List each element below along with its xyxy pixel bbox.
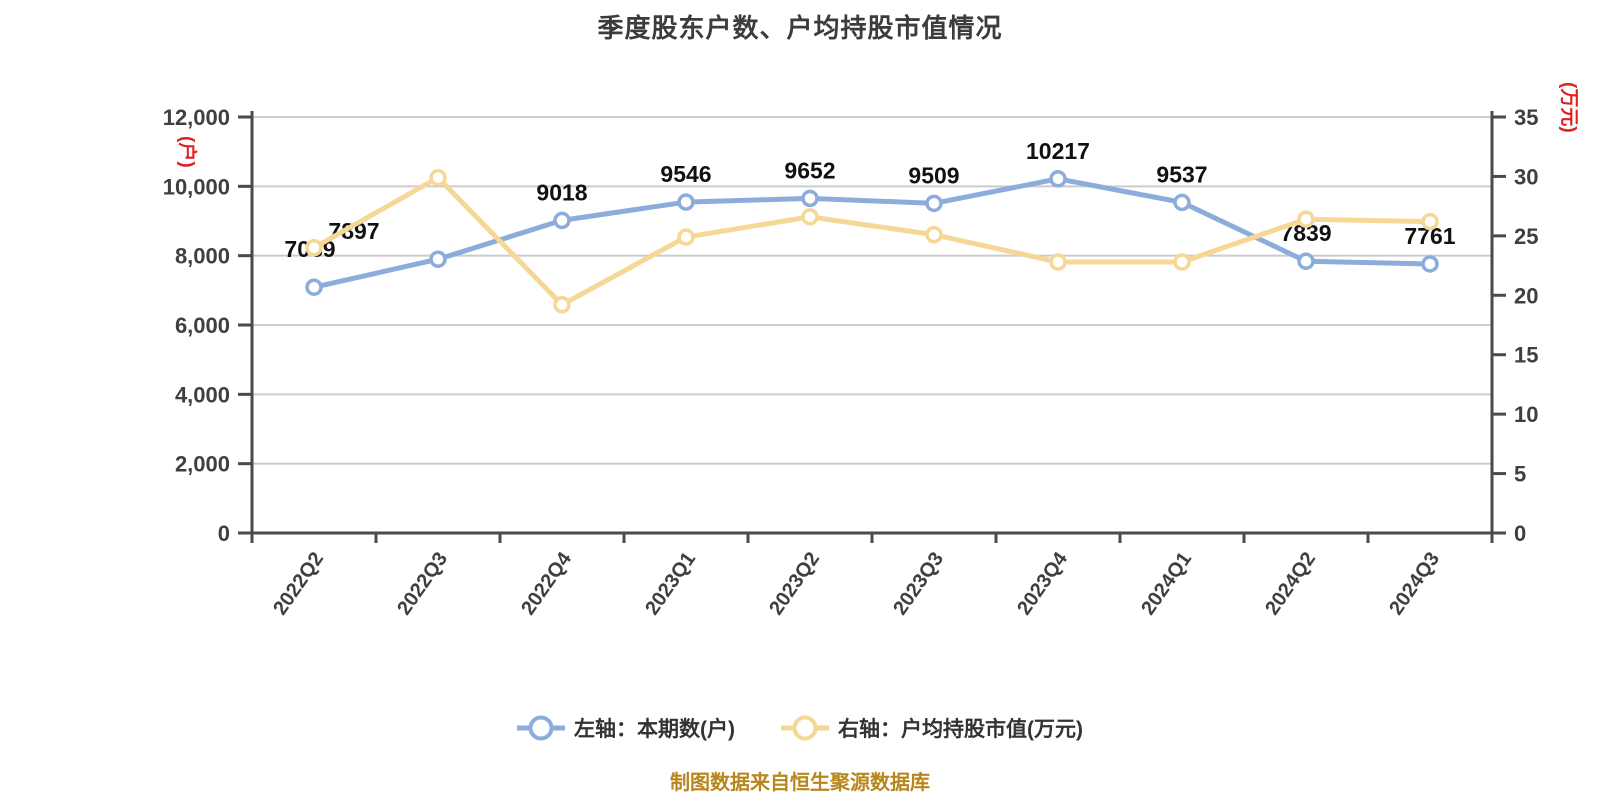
legend-item-avg-value[interactable]: 右轴：户均持股市值(万元) <box>781 712 1083 744</box>
left-axis-tick-label: 2,000 <box>175 452 230 477</box>
holders-point-label: 9537 <box>1156 161 1207 187</box>
avg-value-point-marker[interactable] <box>553 296 571 314</box>
right-axis-tick-label: 5 <box>1514 462 1526 487</box>
x-axis-category-label: 2023Q3 <box>889 548 948 619</box>
avg-value-point-marker[interactable] <box>677 228 695 246</box>
x-axis-category-label: 2023Q2 <box>765 548 824 619</box>
right-axis-tick-label: 35 <box>1514 105 1538 130</box>
avg-value-point-marker[interactable] <box>1173 253 1191 271</box>
avg-value-line <box>311 175 1433 308</box>
holders-point-label: 7897 <box>328 218 379 244</box>
x-axis-category-label: 2022Q3 <box>393 548 452 619</box>
avg-value-point-marker[interactable] <box>305 238 323 257</box>
holders-point-marker[interactable] <box>305 278 323 296</box>
avg-value-point-marker[interactable] <box>801 208 819 226</box>
legend-marker-icon <box>517 715 565 741</box>
right-axis-tick-label: 0 <box>1514 521 1526 546</box>
legend-marker-icon <box>781 715 829 741</box>
x-axis-category-label: 2022Q2 <box>269 548 328 619</box>
right-axis-unit-label: (万元) <box>1558 82 1579 133</box>
holders-point-label: 10217 <box>1026 138 1090 164</box>
x-axis-category-label: 2022Q4 <box>517 548 576 620</box>
holders-point-label: 9509 <box>908 162 959 188</box>
legend-item-holders[interactable]: 左轴：本期数(户) <box>517 712 735 744</box>
left-axis-tick-label: 10,000 <box>163 174 230 199</box>
x-axis-category-label: 2024Q2 <box>1261 548 1320 619</box>
avg-value-point-marker[interactable] <box>1421 212 1439 231</box>
right-axis-tick-label: 30 <box>1514 164 1538 189</box>
legend-label: 右轴：户均持股市值(万元) <box>838 718 1083 741</box>
holders-point-marker[interactable] <box>1421 255 1439 273</box>
left-axis-tick-label: 8,000 <box>175 244 230 269</box>
chart-title: 季度股东户数、户均持股市值情况 <box>597 13 1003 43</box>
holders-point-marker[interactable] <box>429 250 447 268</box>
holders-point-marker[interactable] <box>553 211 571 230</box>
avg-value-point-marker[interactable] <box>429 168 447 187</box>
left-axis-tick-label: 12,000 <box>163 105 230 130</box>
right-axis-tick-label: 20 <box>1514 283 1538 308</box>
left-axis-unit-label: (户) <box>176 136 199 168</box>
holders-point-marker[interactable] <box>1049 170 1067 188</box>
left-axis-tick-label: 6,000 <box>175 313 230 338</box>
holders-point-label: 9652 <box>784 157 835 183</box>
holders-point-marker[interactable] <box>677 193 695 211</box>
right-axis-tick-label: 15 <box>1514 343 1538 368</box>
holders-point-label: 9546 <box>660 161 711 187</box>
left-axis-tick-label: 0 <box>218 521 230 546</box>
avg-value-point-marker[interactable] <box>1049 253 1067 271</box>
x-axis-category-label: 2024Q3 <box>1385 548 1444 619</box>
right-axis-tick-label: 10 <box>1514 402 1538 427</box>
x-axis-category-label: 2023Q1 <box>641 548 700 619</box>
right-axis-tick-label: 25 <box>1514 224 1538 249</box>
legend-label: 左轴：本期数(户) <box>574 718 735 741</box>
avg-value-point-marker[interactable] <box>1297 210 1315 228</box>
holders-point-marker[interactable] <box>1173 193 1191 212</box>
holders-point-marker[interactable] <box>1297 252 1315 270</box>
holders-point-marker[interactable] <box>801 189 819 208</box>
holders-point-marker[interactable] <box>925 194 943 213</box>
left-axis-tick-label: 4,000 <box>175 382 230 407</box>
x-axis-category-label: 2023Q4 <box>1013 548 1072 620</box>
holders-point-label: 9018 <box>536 179 587 205</box>
x-axis-category-label: 2024Q1 <box>1137 548 1196 619</box>
data-source-note: 制图数据来自恒生聚源数据库 <box>670 772 930 794</box>
avg-value-point-marker[interactable] <box>925 225 943 244</box>
legend: 左轴：本期数(户) 右轴：户均持股市值(万元) <box>0 712 1600 744</box>
